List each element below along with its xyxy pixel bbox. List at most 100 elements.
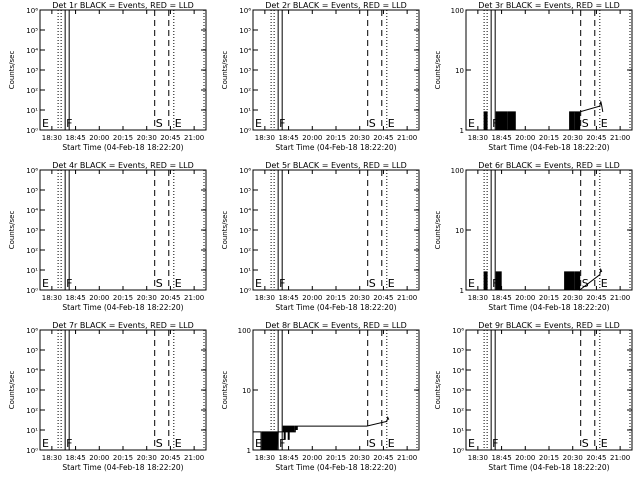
x-tick-label: 18:30: [468, 294, 488, 302]
y-tick-label: 10⁰: [26, 287, 38, 295]
detector-panel-4: Det 4r BLACK = Events, RED = LLD 10⁰ 10¹ 10…: [8, 161, 207, 312]
event-marker-e: E: [601, 437, 608, 450]
x-axis-label: Start Time (04-Feb-18 18:22:20): [488, 143, 609, 152]
y-tick-label: 10³: [239, 227, 251, 235]
x-tick-label: 20:45: [373, 454, 393, 462]
event-marker-f: F: [279, 437, 285, 450]
detector-panel-6: Det 6r BLACK = Events, RED = LLD 1 10 100 18…: [434, 161, 633, 312]
x-tick-label: 21:00: [184, 294, 204, 302]
panel-title: Det 4r BLACK = Events, RED = LLD: [52, 161, 194, 170]
x-axis-label: Start Time (04-Feb-18 18:22:20): [488, 463, 609, 472]
x-tick-label: 18:30: [42, 454, 62, 462]
y-axis-label: Counts/sec: [8, 211, 16, 250]
x-axis-label: Start Time (04-Feb-18 18:22:20): [275, 143, 396, 152]
x-tick-label: 18:30: [42, 294, 62, 302]
x-tick-label: 20:00: [302, 454, 322, 462]
x-tick-label: 21:00: [397, 294, 417, 302]
x-tick-label: 21:00: [610, 454, 630, 462]
x-tick-label: 20:30: [563, 294, 583, 302]
x-tick-label: 18:45: [278, 134, 298, 142]
event-marker-f: F: [279, 277, 285, 290]
detector-panel-2: Det 2r BLACK = Events, RED = LLD 10⁰ 10¹ 10…: [221, 1, 420, 152]
y-tick-label: 10⁰: [239, 287, 251, 295]
x-axis-label: Start Time (04-Feb-18 18:22:20): [62, 303, 183, 312]
y-tick-label: 10³: [26, 227, 38, 235]
y-tick-label: 10⁵: [26, 347, 38, 355]
y-tick-label: 10⁵: [452, 347, 464, 355]
panel-title: Det 2r BLACK = Events, RED = LLD: [265, 1, 407, 10]
x-axis-label: Start Time (04-Feb-18 18:22:20): [62, 143, 183, 152]
y-tick-label: 10: [242, 387, 251, 395]
events-series-line: [483, 101, 604, 131]
panel-title: Det 5r BLACK = Events, RED = LLD: [265, 161, 407, 170]
detector-panel-3: Det 3r BLACK = Events, RED = LLD 1 10 100 18…: [434, 1, 633, 152]
y-tick-label: 10¹: [239, 267, 251, 275]
x-tick-label: 20:30: [137, 134, 157, 142]
x-tick-label: 18:45: [65, 454, 85, 462]
y-tick-label: 10: [455, 67, 464, 75]
x-tick-label: 18:30: [255, 134, 275, 142]
y-tick-label: 10⁶: [239, 167, 251, 175]
event-marker-e: E: [175, 437, 182, 450]
x-tick-label: 21:00: [184, 134, 204, 142]
event-marker-e: E: [468, 117, 475, 130]
event-marker-s: S: [582, 437, 589, 450]
y-tick-label: 1: [460, 287, 464, 295]
y-axis-label: Counts/sec: [8, 371, 16, 410]
y-tick-label: 10⁴: [452, 367, 464, 375]
y-tick-label: 10³: [239, 67, 251, 75]
x-tick-label: 21:00: [184, 454, 204, 462]
event-marker-e: E: [255, 437, 262, 450]
event-marker-e: E: [388, 277, 395, 290]
y-axis-label: Counts/sec: [221, 51, 229, 90]
x-tick-label: 21:00: [610, 134, 630, 142]
x-tick-label: 18:45: [491, 454, 511, 462]
x-tick-label: 20:00: [302, 294, 322, 302]
x-tick-label: 20:00: [302, 134, 322, 142]
event-marker-f: F: [492, 437, 498, 450]
event-marker-e: E: [601, 117, 608, 130]
event-marker-s: S: [582, 117, 589, 130]
x-tick-label: 20:45: [160, 134, 180, 142]
x-tick-label: 20:15: [539, 294, 559, 302]
y-tick-label: 10¹: [26, 427, 38, 435]
y-tick-label: 10²: [452, 407, 464, 415]
y-tick-label: 1: [247, 447, 251, 455]
event-marker-e: E: [175, 277, 182, 290]
y-tick-label: 10⁴: [239, 47, 251, 55]
x-tick-label: 21:00: [397, 134, 417, 142]
event-marker-e: E: [468, 437, 475, 450]
x-tick-label: 18:30: [42, 134, 62, 142]
y-tick-label: 10⁵: [26, 187, 38, 195]
y-tick-label: 1: [460, 127, 464, 135]
event-marker-e: E: [175, 117, 182, 130]
event-marker-e: E: [42, 117, 49, 130]
detector-panel-9: Det 9r BLACK = Events, RED = LLD 10⁰ 10¹ 10…: [434, 321, 633, 472]
x-tick-label: 20:45: [586, 134, 606, 142]
y-tick-label: 10²: [26, 87, 38, 95]
y-tick-label: 10⁵: [239, 187, 251, 195]
panel-title: Det 7r BLACK = Events, RED = LLD: [52, 321, 194, 330]
y-tick-label: 10⁵: [239, 27, 251, 35]
event-marker-s: S: [156, 117, 163, 130]
y-axis-label: Counts/sec: [8, 51, 16, 90]
y-tick-label: 10²: [239, 87, 251, 95]
detector-panel-1: Det 1r BLACK = Events, RED = LLD 10⁰ 10¹ 10…: [8, 1, 207, 152]
event-marker-s: S: [369, 437, 376, 450]
event-marker-e: E: [601, 277, 608, 290]
y-tick-label: 10²: [239, 247, 251, 255]
event-marker-f: F: [279, 117, 285, 130]
y-tick-label: 10³: [26, 67, 38, 75]
events-series-line: [252, 415, 390, 451]
panel-title: Det 3r BLACK = Events, RED = LLD: [478, 1, 620, 10]
y-tick-label: 10: [455, 227, 464, 235]
y-tick-label: 10⁴: [26, 47, 38, 55]
event-marker-f: F: [66, 277, 72, 290]
x-tick-label: 20:15: [539, 134, 559, 142]
y-tick-label: 10⁰: [26, 447, 38, 455]
event-marker-e: E: [468, 277, 475, 290]
x-tick-label: 20:45: [160, 294, 180, 302]
panel-title: Det 8r BLACK = Events, RED = LLD: [265, 321, 407, 330]
event-marker-e: E: [388, 117, 395, 130]
